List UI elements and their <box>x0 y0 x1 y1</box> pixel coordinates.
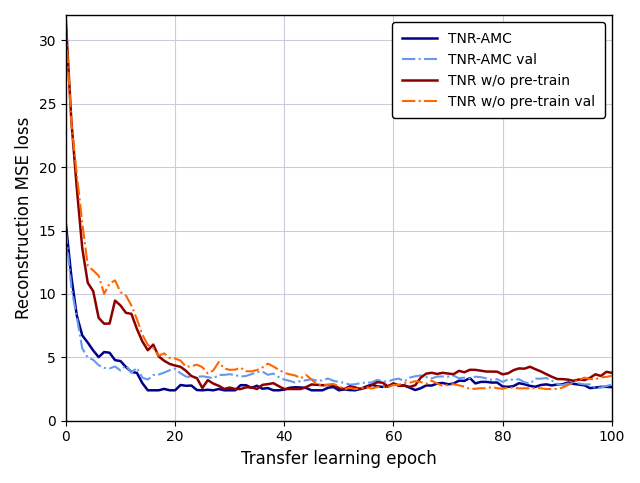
TNR w/o pre-train <box>100 321 108 327</box>
X-axis label: Transfer learning epoch: Transfer learning epoch <box>241 450 436 468</box>
TNR w/o pre-train val <box>340 386 348 392</box>
TNR w/o pre-train val <box>608 373 616 379</box>
TNR w/o pre-train <box>231 386 239 392</box>
TNR w/o pre-train val <box>450 382 458 387</box>
TNR-AMC val <box>390 377 397 383</box>
TNR-AMC val <box>313 378 321 384</box>
TNR-AMC val <box>100 365 108 371</box>
TNR w/o pre-train val <box>198 364 206 370</box>
Line: TNR-AMC: TNR-AMC <box>66 224 612 390</box>
TNR w/o pre-train val <box>477 385 484 391</box>
TNR-AMC val <box>591 385 599 391</box>
Line: TNR-AMC val: TNR-AMC val <box>66 230 612 388</box>
TNR-AMC <box>204 387 212 393</box>
Line: TNR w/o pre-train: TNR w/o pre-train <box>66 21 612 389</box>
TNR-AMC <box>450 381 458 386</box>
TNR-AMC <box>62 221 70 227</box>
TNR-AMC <box>477 379 484 385</box>
TNR-AMC val <box>472 374 479 380</box>
TNR w/o pre-train <box>198 385 206 391</box>
TNR-AMC val <box>444 374 452 380</box>
TNR w/o pre-train <box>319 383 326 388</box>
TNR-AMC <box>100 349 108 355</box>
TNR-AMC val <box>198 373 206 379</box>
TNR w/o pre-train <box>477 368 484 373</box>
TNR-AMC val <box>62 227 70 233</box>
TNR-AMC <box>319 387 326 393</box>
TNR w/o pre-train <box>62 18 70 24</box>
TNR-AMC <box>144 387 152 393</box>
TNR w/o pre-train val <box>100 291 108 297</box>
TNR-AMC <box>395 382 403 388</box>
TNR w/o pre-train <box>395 383 403 389</box>
TNR w/o pre-train <box>450 371 458 377</box>
Y-axis label: Reconstruction MSE loss: Reconstruction MSE loss <box>15 117 33 319</box>
TNR-AMC val <box>608 382 616 387</box>
Line: TNR w/o pre-train val: TNR w/o pre-train val <box>66 28 612 389</box>
TNR w/o pre-train <box>608 370 616 376</box>
Legend: TNR-AMC, TNR-AMC val, TNR w/o pre-train, TNR w/o pre-train val: TNR-AMC, TNR-AMC val, TNR w/o pre-train,… <box>392 22 605 118</box>
TNR w/o pre-train val <box>62 25 70 30</box>
TNR w/o pre-train val <box>395 382 403 388</box>
TNR-AMC <box>608 384 616 390</box>
TNR w/o pre-train val <box>313 382 321 387</box>
